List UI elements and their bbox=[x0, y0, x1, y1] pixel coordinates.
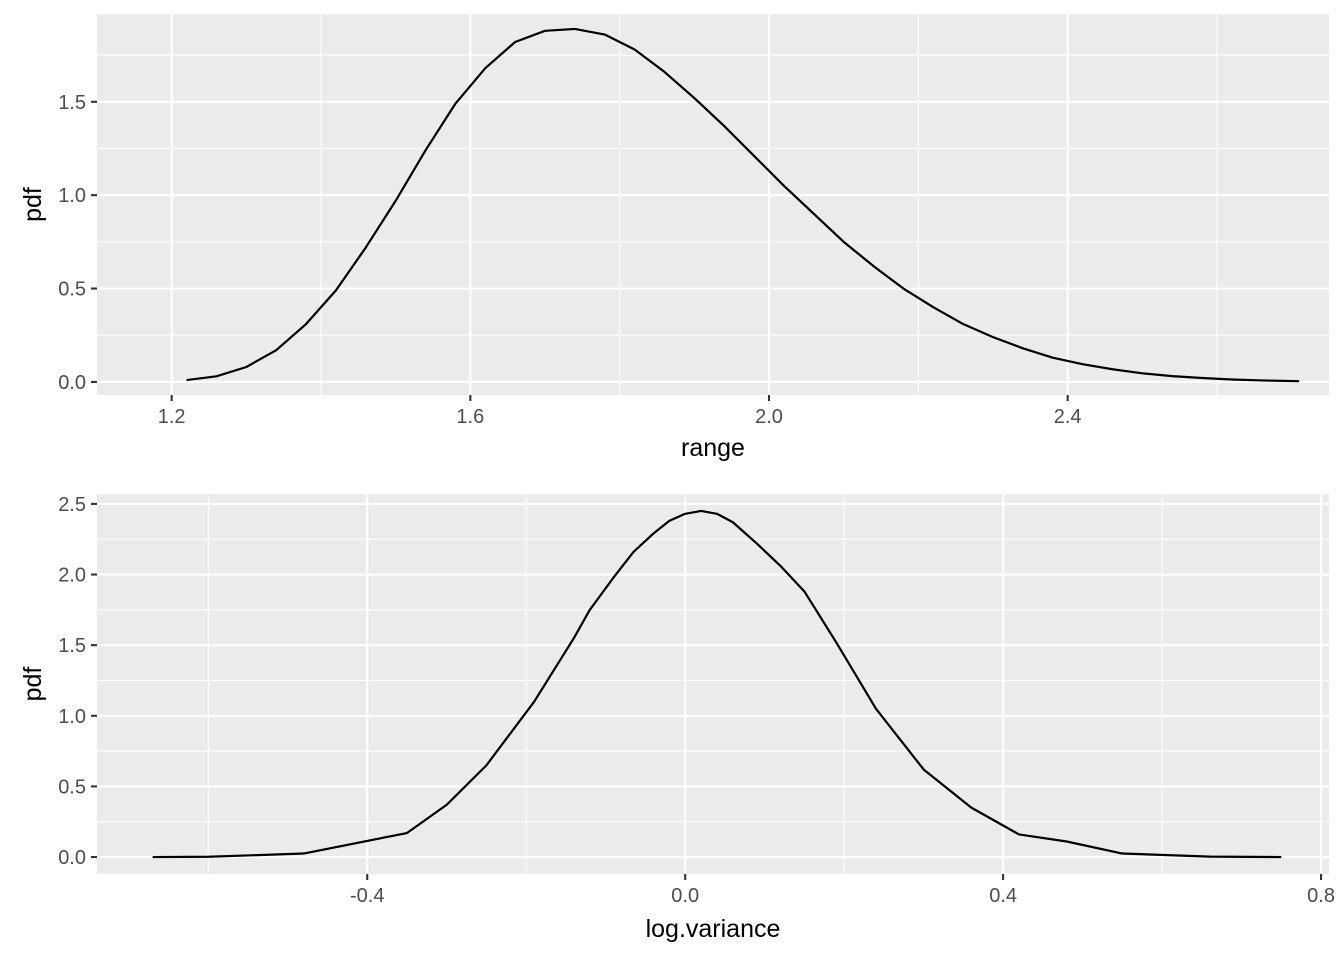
y-tick-label: 0.0 bbox=[58, 847, 86, 869]
range-density-chart: 1.2 1.6 2.0 2.4 0.0 0.5 1.0 1.5 range pdf bbox=[19, 14, 1329, 462]
y-tick-label: 0.0 bbox=[58, 372, 86, 394]
x-tick-label: 0.4 bbox=[989, 885, 1017, 907]
x-tick-label: 0.0 bbox=[671, 885, 699, 907]
y-tick-label: 1.5 bbox=[58, 635, 86, 657]
y-axis-title: pdf bbox=[19, 667, 47, 702]
density-line bbox=[152, 509, 1282, 859]
panel-background bbox=[97, 14, 1329, 395]
x-tick-label: 0.8 bbox=[1307, 885, 1335, 907]
y-tick-label: 1.5 bbox=[58, 92, 86, 114]
y-tick-label: 2.5 bbox=[58, 494, 86, 516]
y-tick-label: 1.0 bbox=[58, 706, 86, 728]
x-axis-title: range bbox=[681, 434, 745, 462]
x-axis-title: log.variance bbox=[646, 915, 781, 943]
x-tick-label: 2.0 bbox=[755, 406, 783, 428]
y-axis-title: pdf bbox=[19, 187, 47, 222]
x-tick-label: 2.4 bbox=[1054, 406, 1082, 428]
y-tick-label: 0.5 bbox=[58, 279, 86, 301]
x-tick-label: -0.4 bbox=[350, 885, 384, 907]
y-tick-label: 2.0 bbox=[58, 565, 86, 587]
density-line bbox=[186, 27, 1300, 383]
y-tick-label: 1.0 bbox=[58, 185, 86, 207]
panel-background bbox=[97, 494, 1329, 874]
y-tick-label: 0.5 bbox=[58, 776, 86, 798]
x-tick-label: 1.2 bbox=[158, 406, 186, 428]
x-tick-label: 1.6 bbox=[456, 406, 484, 428]
log-variance-density-chart: -0.4 0.0 0.4 0.8 0.0 0.5 1.0 1.5 2.0 2.5 log.varia… bbox=[19, 494, 1335, 943]
